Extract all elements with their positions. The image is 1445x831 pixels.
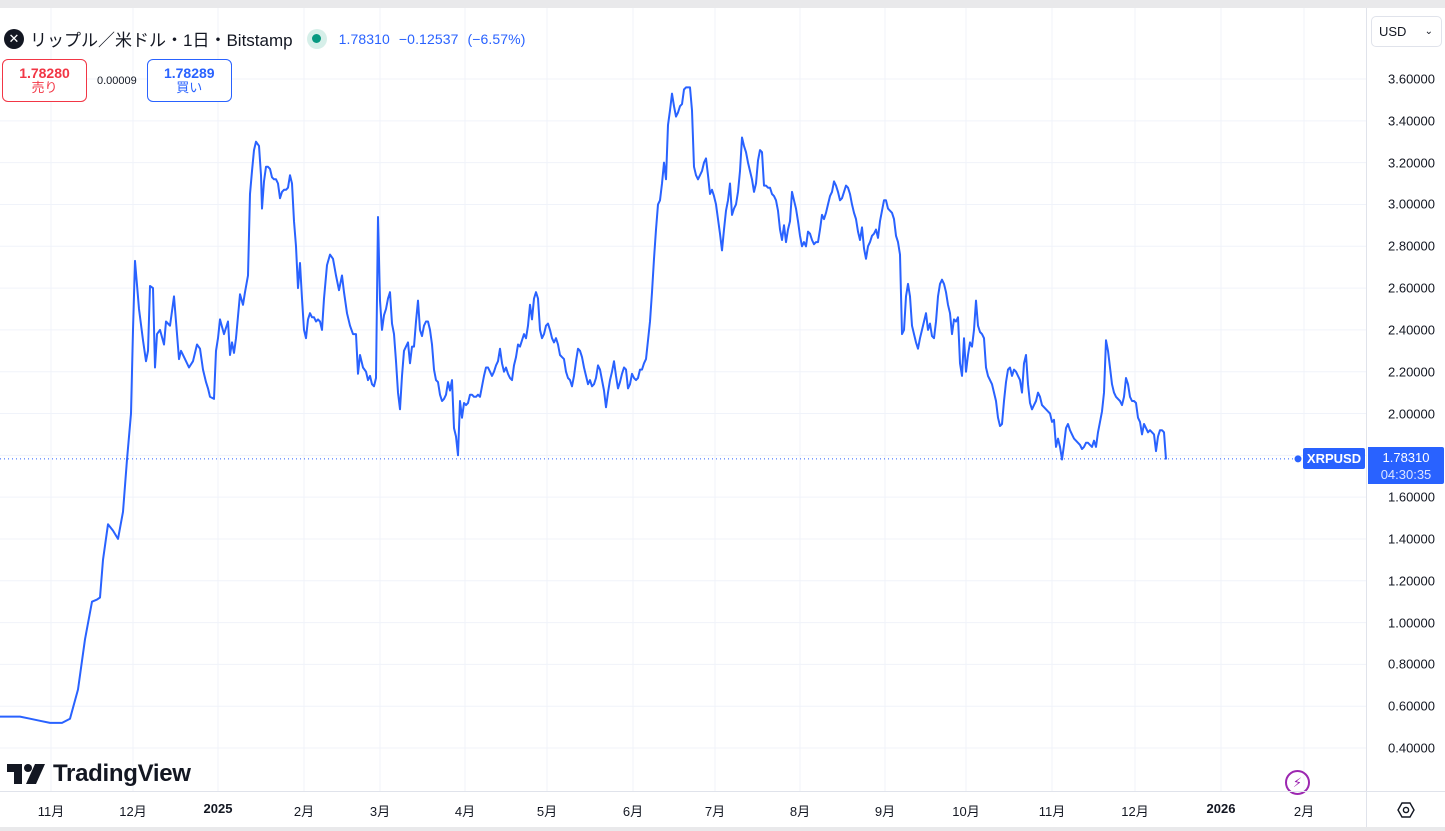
time-axis-label: 2月 [293, 804, 315, 819]
chart-settings-button[interactable] [1366, 791, 1445, 827]
flash-icon[interactable]: ⚡ [1285, 770, 1310, 795]
price-line-plot[interactable] [0, 8, 1366, 791]
price-axis-label: 2.20000 [1388, 364, 1435, 380]
bar-countdown: 04:30:35 [1380, 466, 1432, 482]
last-point-marker [1294, 455, 1302, 463]
last-price: 1.78310 [338, 30, 390, 47]
time-axis-label: 11月 [37, 804, 65, 819]
time-axis-label: 5月 [536, 804, 558, 819]
symbol-title[interactable]: リップル／米ドル・1日・Bitstamp [30, 31, 293, 50]
price-axis-label: 1.60000 [1388, 489, 1435, 505]
series-name-tag: XRPUSD [1303, 448, 1365, 470]
tradingview-logo-icon [7, 764, 45, 784]
chevron-down-icon: ⌄ [1424, 26, 1433, 37]
price-axis-label: 0.80000 [1388, 656, 1435, 672]
price-axis[interactable]: USD ⌄ 3.60000 3.40000 3.20000 3.00000 2.8000… [1366, 8, 1445, 791]
sell-button[interactable]: 1.78280 売り [2, 59, 87, 102]
buy-button[interactable]: 1.78289 買い [146, 59, 232, 102]
tradingview-logo[interactable]: TradingView [7, 760, 191, 788]
time-axis-label: 7月 [704, 804, 726, 819]
bid-ask-panel: 1.78280 売り 0.00009 1.78289 買い [2, 59, 232, 102]
time-axis-label: 12月 [119, 804, 147, 819]
xrp-logo-icon: ✕ [4, 28, 24, 49]
time-axis-label: 10月 [952, 804, 980, 819]
price-axis-label: 1.40000 [1388, 531, 1435, 547]
time-axis[interactable]: 11月 12月 2025 2月 3月 4月 5月 6月 7月 8月 9月 10月 11月 12月 2026 2… [0, 791, 1366, 827]
currency-select[interactable]: USD ⌄ [1371, 16, 1442, 47]
current-price: 1.78310 [1382, 449, 1430, 465]
time-axis-label: 6月 [622, 804, 644, 819]
time-axis-label: 4月 [454, 804, 476, 819]
price-axis-label: 0.40000 [1388, 740, 1435, 756]
price-change: −0.12537 [398, 30, 459, 47]
top-border [0, 0, 1445, 8]
price-axis-label: 1.20000 [1388, 573, 1435, 589]
chart-pane[interactable]: ✕ リップル／米ドル・1日・Bitstamp 1.78310 −0.12537 … [0, 8, 1366, 795]
current-price-tag: 1.78310 04:30:35 [1368, 446, 1444, 484]
market-status-icon[interactable] [306, 28, 327, 49]
time-axis-label: 9月 [874, 804, 896, 819]
symbol-legend: ✕ リップル／米ドル・1日・Bitstamp 1.78310 −0.12537 … [4, 26, 531, 51]
sell-price: 1.78280 [19, 64, 70, 81]
time-axis-label: 2025 [203, 801, 233, 816]
price-change-pct: (−6.57%) [467, 30, 526, 47]
legend-values: 1.78310 −0.12537 (−6.57%) [339, 31, 531, 47]
price-axis-label: 2.80000 [1388, 238, 1435, 254]
time-axis-label: 12月 [1121, 804, 1149, 819]
spread-value: 0.00009 [97, 74, 137, 87]
price-axis-label: 2.40000 [1388, 322, 1435, 338]
settings-hexagon-icon [1397, 801, 1415, 818]
time-axis-label: 3月 [369, 804, 391, 819]
buy-price: 1.78289 [163, 64, 215, 81]
price-axis-label: 3.60000 [1388, 71, 1435, 87]
price-axis-label: 1.00000 [1388, 615, 1435, 631]
buy-label: 買い [176, 80, 203, 96]
price-axis-label: 2.60000 [1388, 280, 1435, 296]
time-axis-label: 2026 [1206, 801, 1236, 816]
currency-value: USD [1379, 24, 1407, 39]
sell-label: 売り [31, 80, 58, 96]
bottom-border [0, 827, 1445, 831]
price-axis-label: 3.40000 [1388, 113, 1435, 129]
price-axis-label: 3.00000 [1388, 196, 1435, 212]
time-axis-label: 11月 [1038, 804, 1066, 819]
price-axis-label: 2.00000 [1388, 406, 1435, 421]
time-axis-label: 8月 [789, 804, 811, 819]
price-axis-label: 3.20000 [1388, 155, 1435, 171]
price-axis-label: 0.60000 [1388, 698, 1435, 714]
time-axis-label: 2月 [1293, 804, 1315, 819]
xrpusd-price-line [0, 86, 1167, 724]
tradingview-wordmark: TradingView [53, 760, 191, 787]
